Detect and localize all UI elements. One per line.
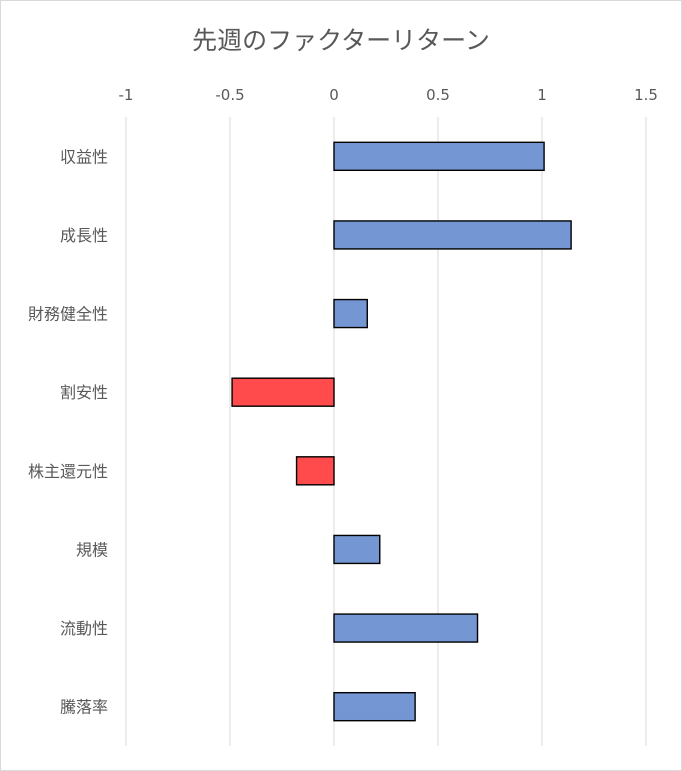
category-label: 流動性 <box>60 619 108 638</box>
category-label: 規模 <box>76 540 108 559</box>
x-tick-label: 0.5 <box>426 86 450 104</box>
bar <box>333 220 572 250</box>
bar <box>295 456 335 486</box>
bar <box>333 534 381 565</box>
bar <box>333 141 545 172</box>
x-axis-tick-labels: -1 -0.5 0 0.5 1 1.5 <box>119 86 658 104</box>
chart-title: 先週のファクターリターン <box>192 26 490 55</box>
category-label: 株主還元性 <box>28 462 108 481</box>
x-tick-label: -1 <box>119 86 134 104</box>
bar <box>333 613 479 643</box>
x-tick-label: 1.5 <box>634 86 658 104</box>
category-label: 騰落率 <box>60 698 108 717</box>
bars <box>231 141 572 722</box>
category-label: 収益性 <box>60 147 108 166</box>
x-tick-label: -0.5 <box>215 86 244 104</box>
gridlines <box>125 117 647 746</box>
category-label: 割安性 <box>60 383 108 402</box>
bar <box>231 377 335 407</box>
category-label: 財務健全性 <box>28 305 108 324</box>
x-tick-label: 0 <box>329 86 339 104</box>
category-label: 成長性 <box>60 226 108 245</box>
bar <box>333 298 368 329</box>
bar <box>333 691 416 722</box>
x-tick-label: 1 <box>537 86 547 104</box>
